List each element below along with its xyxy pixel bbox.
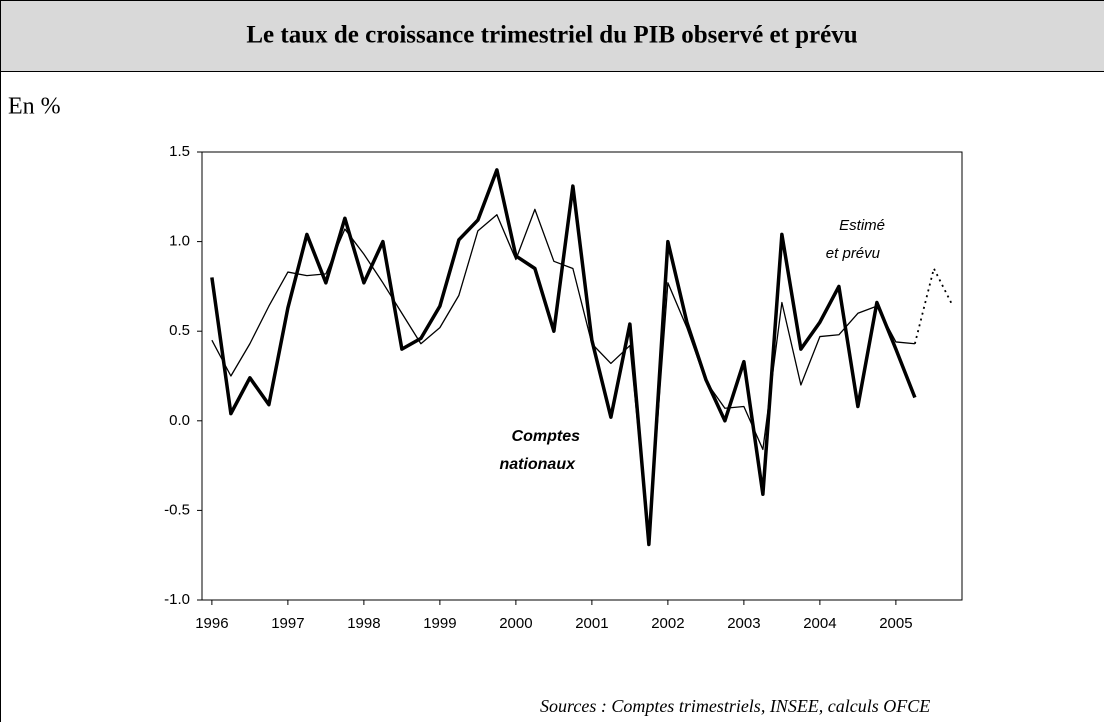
header (0, 0, 1104, 72)
source: Sources : Comptes trimestriels, INSEE, c… (540, 696, 930, 716)
chart-title: Le taux de croissance trimestriel du PIB… (246, 22, 857, 49)
x-tick-label: 1997 (271, 615, 304, 632)
series-label: Comptes (512, 428, 581, 445)
y-tick-label: 1.0 (169, 233, 190, 250)
y-tick-label: -1.0 (164, 591, 190, 608)
plot-area (201, 151, 963, 601)
y-tick-label: 0.0 (169, 412, 190, 429)
x-tick-label: 2005 (879, 615, 912, 632)
x-tick-label: 2001 (575, 615, 608, 632)
x-tick-label: 2000 (499, 615, 532, 632)
y-tick-label: 0.5 (169, 322, 190, 339)
y-tick-label: -0.5 (164, 501, 190, 518)
line (210, 168, 917, 547)
series-label: Estimé (839, 217, 885, 234)
x-tick-label: 1999 (423, 615, 456, 632)
x-tick-label: 1996 (195, 615, 228, 632)
x-tick-label: 2003 (727, 615, 760, 632)
y-axis-label: En % (8, 94, 61, 120)
series-label: nationaux (499, 456, 576, 473)
x-tick-label: 2002 (651, 615, 684, 632)
line (211, 208, 915, 538)
x-tick-label: 1998 (347, 615, 380, 632)
x-tick-label: 2004 (803, 615, 836, 632)
forecast-line (914, 267, 954, 344)
y-tick-label: 1.5 (169, 143, 190, 160)
series-label: et prévu (826, 245, 881, 262)
